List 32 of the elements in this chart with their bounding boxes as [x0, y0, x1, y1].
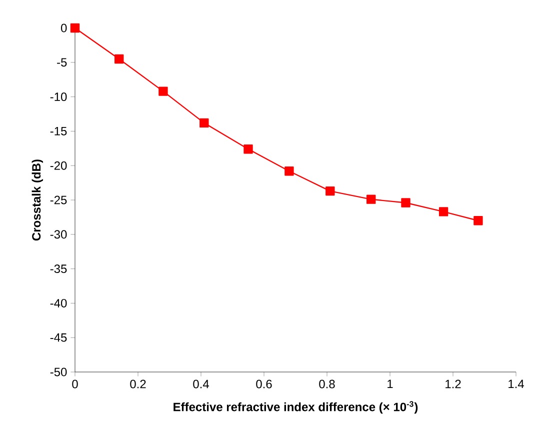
point — [244, 144, 253, 154]
point — [401, 198, 410, 208]
x-axis-title: Effective refractive index difference (× 10$^{-3}$) — [174, 401, 418, 414]
y-tick-label: -15 — [50, 127, 67, 136]
y-tick-label: -20 — [50, 161, 67, 170]
x-tick-label: 1.4 — [508, 380, 524, 388]
point — [326, 186, 335, 196]
x-tick-label: 1 — [388, 380, 393, 388]
point — [438, 207, 448, 216]
point — [366, 194, 376, 204]
y-tick-label: 0 — [60, 24, 67, 32]
point — [158, 86, 168, 96]
x-tick-label: 0 — [72, 380, 78, 388]
x-tick-label: 0.6 — [256, 380, 272, 388]
point — [284, 166, 294, 176]
y-tick-label: -10 — [50, 92, 67, 102]
y-tick-label: -35 — [50, 264, 67, 274]
y-tick-label: -40 — [50, 298, 67, 308]
x-tick-label: 0.4 — [193, 380, 209, 388]
x-tick-label: 1.2 — [446, 380, 461, 388]
y-axis-title: Crosstalk (dB) — [32, 160, 43, 241]
y-tick-label: -50 — [50, 368, 67, 376]
x-tick-label: 0.8 — [319, 380, 335, 388]
point — [114, 54, 124, 64]
y-tick-label: -25 — [50, 196, 67, 204]
x-tick-label: 0.2 — [130, 380, 146, 388]
point — [70, 23, 80, 33]
y-tick-label: -5 — [57, 58, 67, 67]
point — [474, 216, 483, 226]
point — [200, 118, 209, 128]
y-tick-label: -45 — [50, 333, 67, 342]
y-tick-label: -30 — [50, 230, 67, 239]
